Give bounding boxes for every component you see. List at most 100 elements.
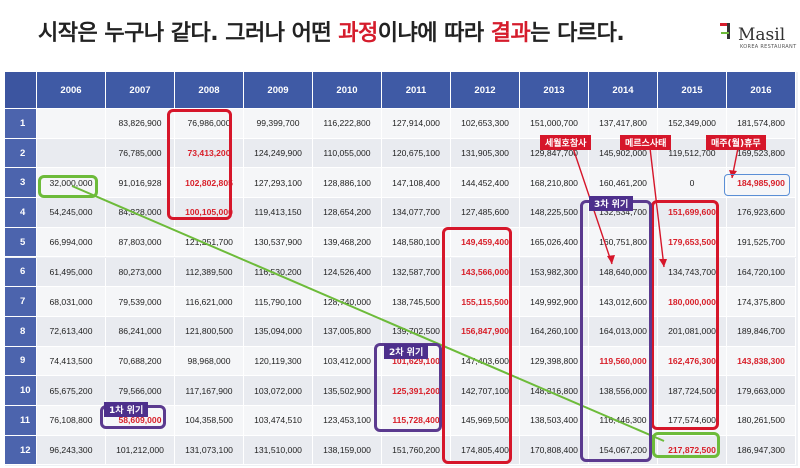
table-cell: 70,688,200	[106, 346, 175, 377]
table-cell: 101,212,000	[106, 435, 175, 466]
headline-part-1: 시작은 누구나 같다. 그러나 어떤	[38, 21, 339, 46]
table-cell: 180,000,000	[658, 287, 727, 317]
column-header-2006: 2006	[37, 72, 106, 109]
table-cell: 124,249,900	[244, 138, 313, 169]
table-cell: 137,417,800	[589, 109, 658, 139]
column-header-2010: 2010	[313, 72, 382, 109]
crisis-2-label: 2차 위기	[384, 344, 429, 359]
table-cell: 128,740,000	[313, 287, 382, 317]
headline-part-3: 는 다르다.	[530, 21, 625, 46]
event-holiday-label: 매주(월)휴무	[706, 135, 766, 150]
row-header-1: 1	[5, 109, 37, 139]
table-cell: 110,055,000	[313, 138, 382, 169]
table-cell: 119,413,150	[244, 198, 313, 228]
table-cell: 65,675,200	[37, 376, 106, 406]
table-cell: 217,872,500	[658, 435, 727, 466]
table-cell: 83,826,900	[106, 109, 175, 139]
table-cell: 135,502,900	[313, 376, 382, 406]
table-cell: 103,474,510	[244, 406, 313, 436]
holiday-effect-box	[724, 174, 790, 196]
table-cell: 72,613,400	[37, 316, 106, 347]
row-header-11: 11	[5, 406, 37, 436]
table-cell: 152,349,000	[658, 109, 727, 139]
column-header-2009: 2009	[244, 72, 313, 109]
table-cell: 127,914,000	[382, 109, 451, 139]
logo-mark-icon	[720, 23, 730, 39]
table-cell: 131,510,000	[244, 435, 313, 466]
table-cell: 124,526,400	[313, 257, 382, 288]
column-header-2007: 2007	[106, 72, 175, 109]
table-cell: 116,530,200	[244, 257, 313, 288]
table-cell: 120,675,100	[382, 138, 451, 169]
table-cell: 116,621,000	[175, 287, 244, 317]
table-cell: 131,905,300	[451, 138, 520, 169]
table-cell: 73,413,200	[175, 138, 244, 169]
table-cell: 138,745,500	[382, 287, 451, 317]
table-cell: 127,293,100	[244, 168, 313, 199]
column-header-2014: 2014	[589, 72, 658, 109]
table-cell: 164,720,100	[727, 257, 796, 288]
column-header-2012: 2012	[451, 72, 520, 109]
headline-part-2: 이냐에 따라	[377, 21, 491, 46]
table-cell: 116,222,800	[313, 109, 382, 139]
table-cell: 180,261,500	[727, 406, 796, 436]
headline: 시작은 누구나 같다. 그러나 어떤 과정이냐에 따라 결과는 다르다.	[0, 0, 800, 58]
table-cell: 153,982,300	[520, 257, 589, 288]
row-header-5: 5	[5, 227, 37, 258]
table-cell: 138,503,400	[520, 406, 589, 436]
table-corner	[5, 72, 37, 109]
table-cell: 144,452,400	[451, 168, 520, 199]
column-header-2013: 2013	[520, 72, 589, 109]
table-cell: 143,838,300	[727, 346, 796, 377]
table-cell: 103,072,000	[244, 376, 313, 406]
table-cell: 76,986,000	[175, 109, 244, 139]
row-header-4: 4	[5, 198, 37, 228]
table-cell: 91,016,928	[106, 168, 175, 199]
table-cell: 165,026,400	[520, 227, 589, 258]
table-cell: 98,968,000	[175, 346, 244, 377]
logo-subtitle: KOREA RESTAURANT	[740, 44, 797, 50]
table-cell: 0	[658, 168, 727, 199]
table-cell: 164,260,100	[520, 316, 589, 347]
table-cell: 131,073,100	[175, 435, 244, 466]
table-cell: 134,743,700	[658, 257, 727, 288]
event-mers-label: 메르스사태	[620, 135, 672, 150]
masil-logo: Masil KOREA RESTAURANT	[718, 20, 796, 54]
headline-highlight-result: 결과	[490, 21, 531, 46]
crisis-3-box	[580, 200, 652, 462]
table-cell: 151,760,200	[382, 435, 451, 466]
table-cell: 135,094,000	[244, 316, 313, 347]
table-cell	[37, 138, 106, 169]
table-cell: 128,654,200	[313, 198, 382, 228]
table-cell: 129,398,800	[520, 346, 589, 377]
table-cell: 134,077,700	[382, 198, 451, 228]
crisis-3-label: 3차 위기	[589, 196, 634, 211]
table-cell: 177,574,600	[658, 406, 727, 436]
row-header-12: 12	[5, 435, 37, 466]
table-cell: 121,800,500	[175, 316, 244, 347]
row-header-10: 10	[5, 376, 37, 406]
table-cell: 170,808,400	[520, 435, 589, 466]
table-cell: 132,587,700	[382, 257, 451, 288]
table-cell: 186,947,300	[727, 435, 796, 466]
crisis-1-label: 1차 위기	[104, 402, 149, 417]
table-cell: 151,000,700	[520, 109, 589, 139]
row-header-7: 7	[5, 287, 37, 317]
table-cell: 138,159,000	[313, 435, 382, 466]
table-cell: 128,886,100	[313, 168, 382, 199]
table-cell: 139,468,200	[313, 227, 382, 258]
table-cell	[37, 109, 106, 139]
table-cell: 99,399,700	[244, 109, 313, 139]
table-cell: 115,790,100	[244, 287, 313, 317]
table-cell: 137,005,800	[313, 316, 382, 347]
highlight-2015-range	[651, 200, 719, 430]
table-cell: 191,525,700	[727, 227, 796, 258]
table-cell: 148,580,100	[382, 227, 451, 258]
table-cell: 189,846,700	[727, 316, 796, 347]
start-value-box	[38, 175, 98, 198]
table-cell: 179,663,000	[727, 376, 796, 406]
column-header-2011: 2011	[382, 72, 451, 109]
highlight-2012-rise	[442, 227, 512, 464]
table-cell: 187,724,500	[658, 376, 727, 406]
row-header-8: 8	[5, 316, 37, 347]
